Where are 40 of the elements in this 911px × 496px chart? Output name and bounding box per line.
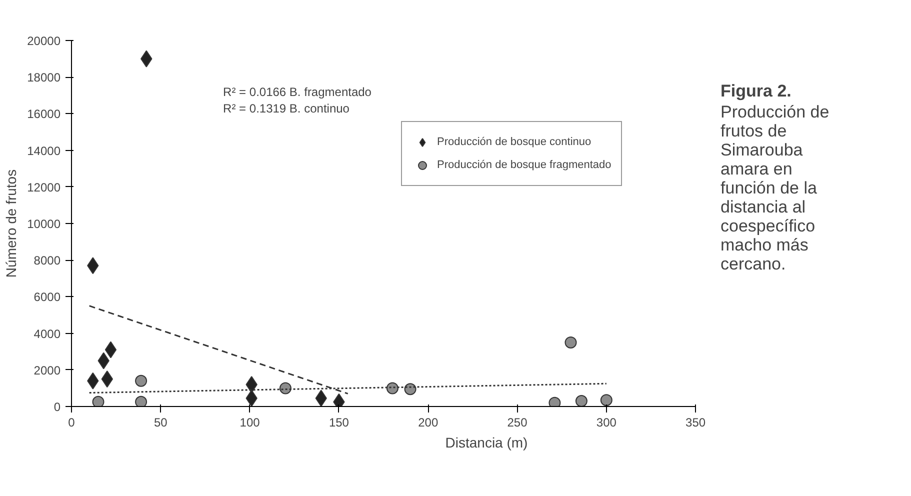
point [315,390,327,406]
x-tick-label: 300 [596,416,617,430]
x-tick-label: 50 [154,416,168,430]
y-tick-label: 10000 [27,217,61,231]
point [386,382,398,394]
point [135,396,148,406]
x-tick-label: 0 [68,416,76,430]
x-tick-label: 100 [240,416,260,430]
point [575,395,588,406]
y-tick-label: 8000 [34,254,61,268]
point [135,374,148,387]
y-axis-title: Número de frutos [3,169,20,278]
legend-label: Producción de bosque fragmentado [437,159,612,171]
text: Producción de frutos de Simarouba amara en función de la distancia al coespecífico macho más cercano. [720,102,830,274]
y-tick-label: 20000 [27,34,61,48]
x-tick-label: 150 [328,416,350,430]
y-tick-label: 18000 [27,70,61,85]
point [404,383,416,396]
y-tick-label: 12000 [27,180,61,194]
x-tick-label: 350 [686,416,706,430]
y-tick-label: 0 [54,400,61,414]
y-tick-label: 14000 [27,144,61,158]
point [92,396,104,406]
x-axis-title: Distancia (m) [445,434,528,450]
point [104,341,117,358]
legend-label: Producción de bosque continuo [437,136,592,148]
point [279,382,292,394]
point [564,336,577,348]
x-tick-label: 200 [418,416,438,430]
x-tick-label: 250 [507,416,528,430]
annotation: R² = 0.1319 B. continuo [223,102,350,116]
y-tick-label: 16000 [27,107,61,122]
point [600,394,612,406]
point [548,396,561,406]
y-tick-label: 2000 [34,363,61,378]
point [246,390,258,406]
text: Figura 2. [720,82,792,100]
annotation: R² = 0.0166 B. fragmentado [223,85,372,100]
y-tick-label: 4000 [34,326,61,341]
y-tick-label: 6000 [34,290,61,304]
